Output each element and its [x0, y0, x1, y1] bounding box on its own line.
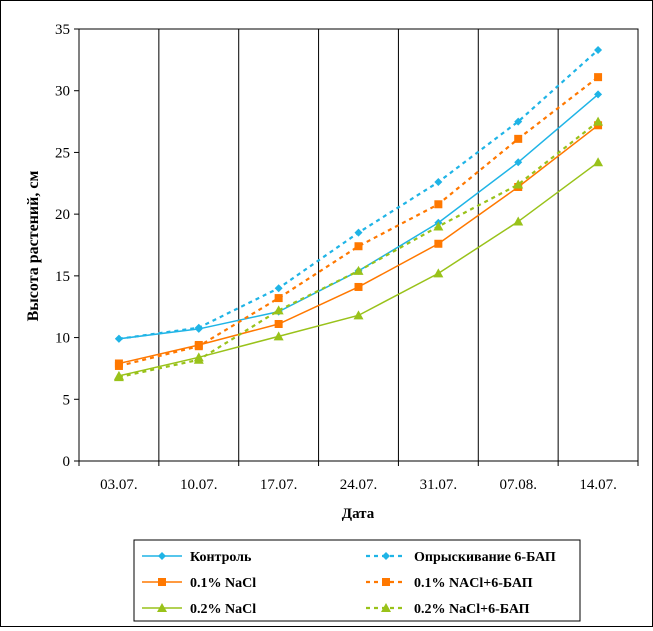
legend-marker — [158, 552, 166, 560]
data-point — [434, 200, 443, 209]
x-tick-label: 17.07. — [260, 477, 298, 493]
data-point — [274, 319, 283, 328]
x-tick-label: 03.07. — [100, 477, 138, 493]
legend-item: 0.2% NaCl — [142, 602, 256, 617]
data-point — [274, 284, 283, 293]
data-point — [594, 90, 603, 99]
x-tick-label: 31.07. — [420, 477, 458, 493]
series-6 — [113, 116, 604, 382]
x-axis-title: Дата — [342, 506, 375, 522]
data-point — [353, 265, 364, 275]
data-point — [194, 323, 203, 332]
y-tick-label: 10 — [55, 331, 70, 347]
y-tick-label: 5 — [63, 392, 71, 408]
legend: Контроль Опрыскивание 6-БАП 0.1% NaCl 0.1% … — [133, 539, 581, 622]
series-1 — [114, 90, 603, 343]
legend-label: 0.1% NaCl — [190, 576, 256, 591]
data-point — [354, 282, 363, 291]
data-point — [513, 216, 524, 226]
legend-box — [133, 539, 581, 622]
series-4 — [114, 73, 603, 370]
data-point — [273, 305, 284, 315]
data-point — [593, 157, 604, 167]
data-point — [433, 268, 444, 278]
legend-label: Контроль — [190, 550, 252, 565]
series-line — [118, 49, 599, 340]
data-point — [113, 372, 124, 382]
data-point — [433, 221, 444, 231]
x-tick-label: 07.08. — [499, 477, 537, 493]
legend-marker — [382, 578, 390, 586]
y-tick-label: 30 — [55, 84, 70, 100]
data-point — [354, 242, 363, 251]
data-point — [353, 310, 364, 320]
data-point — [514, 117, 523, 126]
data-point — [593, 116, 604, 126]
y-tick-label: 35 — [55, 22, 70, 38]
data-point — [514, 158, 523, 167]
legend-item: 0.2% NaCl+6-БАП — [366, 602, 530, 617]
y-tick-label: 0 — [63, 454, 71, 470]
data-point — [273, 331, 284, 341]
y-tick-label: 15 — [55, 269, 70, 285]
legend-item: 0.1% NaCl — [142, 576, 256, 591]
legend-item: Контроль — [142, 550, 252, 565]
legend-marker — [158, 578, 166, 586]
y-tick-label: 25 — [55, 145, 70, 161]
legend-label: Опрыскивание 6-БАП — [414, 550, 556, 565]
data-point — [594, 45, 603, 54]
y-tick-label: 20 — [55, 207, 70, 223]
legend-marker — [381, 603, 391, 612]
data-point — [193, 354, 204, 364]
x-tick-label: 24.07. — [340, 477, 378, 493]
legend-label: 0.2% NaCl — [190, 602, 256, 617]
legend-marker — [382, 552, 390, 560]
x-tick-label: 10.07. — [180, 477, 218, 493]
legend-label: 0.1% NACl+6-БАП — [414, 576, 533, 591]
data-point — [194, 342, 203, 351]
series-2 — [114, 45, 603, 343]
legend-marker — [157, 603, 167, 612]
data-point — [514, 134, 523, 143]
plot-area — [78, 28, 639, 462]
series-line — [118, 93, 599, 340]
data-point — [594, 73, 603, 82]
series-line — [118, 76, 599, 368]
legend-label: 0.2% NaCl+6-БАП — [414, 602, 530, 617]
legend-item: Опрыскивание 6-БАП — [366, 550, 556, 565]
data-point — [434, 239, 443, 248]
y-axis-title: Высота растений, см — [25, 171, 42, 322]
data-point — [354, 228, 363, 237]
legend-item: 0.1% NACl+6-БАП — [366, 576, 533, 591]
data-point — [434, 178, 443, 187]
data-point — [274, 294, 283, 303]
x-tick-label: 14.07. — [579, 477, 617, 493]
data-point — [513, 179, 524, 189]
data-point — [114, 334, 123, 343]
data-point — [114, 361, 123, 370]
